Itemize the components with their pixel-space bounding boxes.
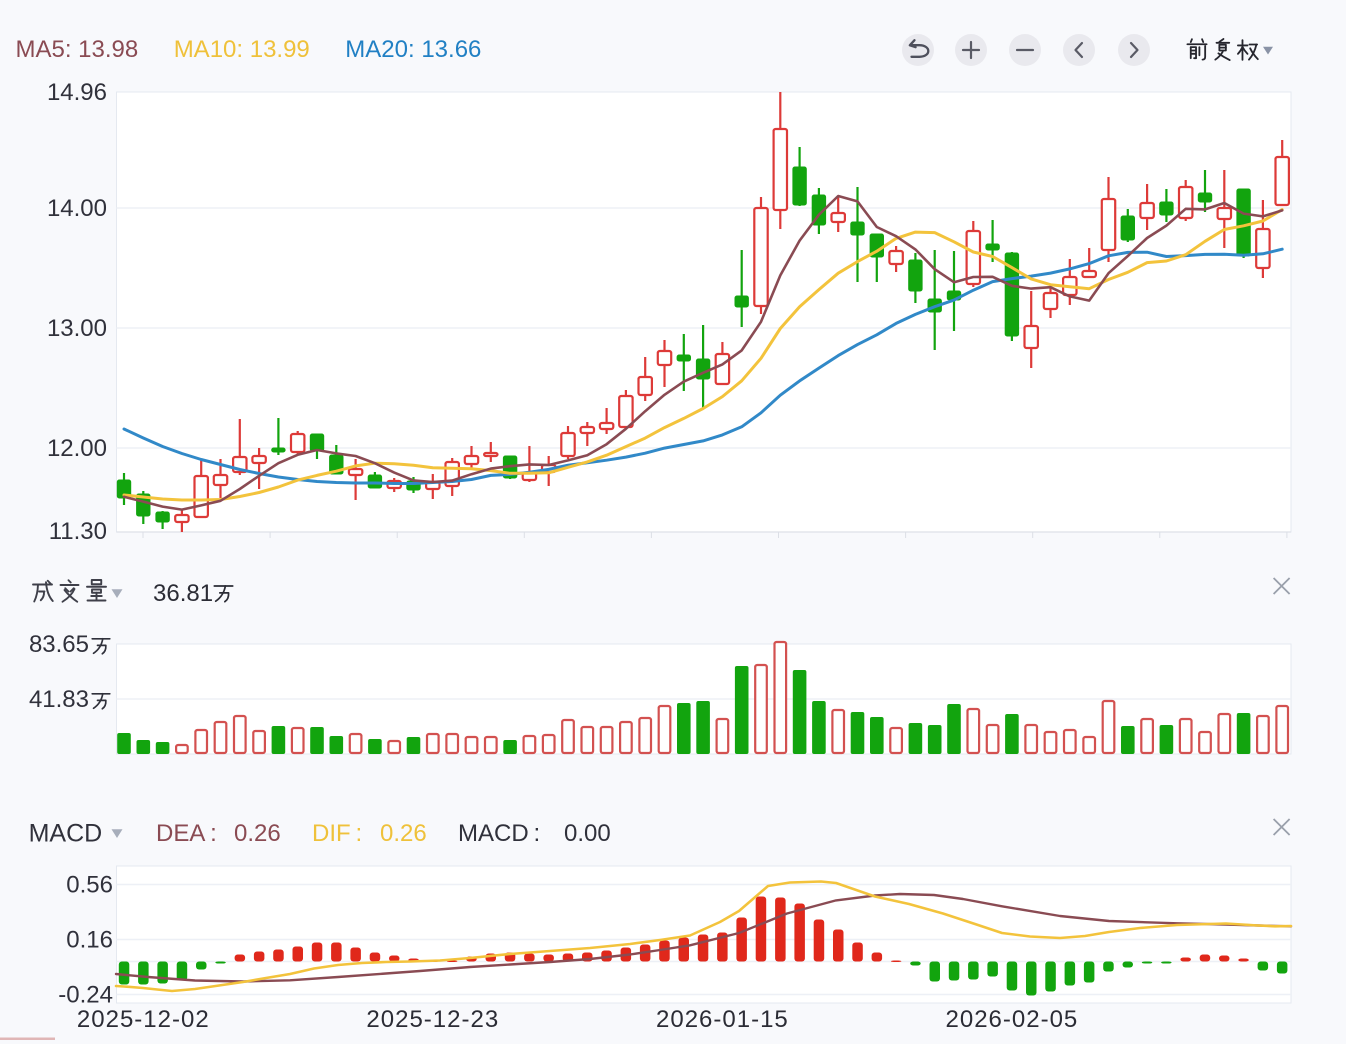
- svg-text:11.30: 11.30: [49, 518, 107, 545]
- svg-text:MACD: MACD: [29, 820, 103, 848]
- svg-text:MACD :: MACD :: [458, 820, 540, 847]
- svg-text:0.00: 0.00: [564, 820, 611, 847]
- svg-text:41.83: 41.83: [29, 686, 89, 713]
- svg-text:-0.24: -0.24: [58, 982, 113, 1009]
- svg-text:MA20: 13.66: MA20: 13.66: [345, 36, 481, 63]
- svg-text:0.26: 0.26: [380, 820, 427, 847]
- svg-text:14.00: 14.00: [47, 195, 107, 222]
- svg-text:2026-01-15: 2026-01-15: [656, 1006, 789, 1033]
- svg-text:0.56: 0.56: [66, 872, 113, 899]
- svg-text:0.16: 0.16: [66, 927, 113, 954]
- svg-text:MA10: 13.99: MA10: 13.99: [174, 36, 310, 63]
- svg-text:MA5: 13.98: MA5: 13.98: [16, 36, 139, 63]
- svg-text:83.65: 83.65: [29, 631, 89, 658]
- svg-text:DEA :: DEA :: [156, 820, 217, 847]
- svg-text:36.81: 36.81: [153, 580, 213, 607]
- svg-text:12.00: 12.00: [47, 435, 107, 462]
- svg-text:2025-12-23: 2025-12-23: [366, 1006, 499, 1033]
- svg-text:14.96: 14.96: [47, 79, 107, 106]
- svg-text:2025-12-02: 2025-12-02: [77, 1006, 210, 1033]
- svg-text:13.00: 13.00: [47, 315, 107, 342]
- svg-text:2026-02-05: 2026-02-05: [946, 1006, 1079, 1033]
- svg-text:DIF :: DIF :: [312, 820, 362, 847]
- svg-text:0.26: 0.26: [234, 820, 281, 847]
